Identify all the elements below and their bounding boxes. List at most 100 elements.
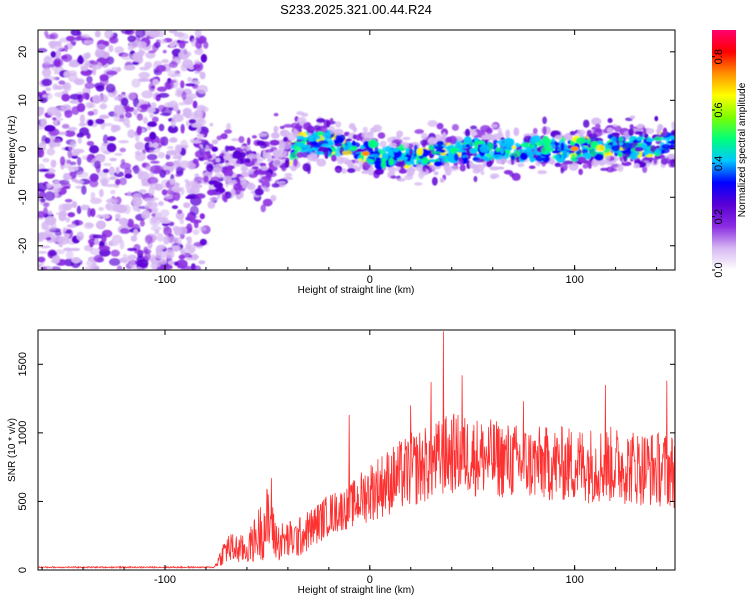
heatmap-cell bbox=[141, 210, 151, 220]
heatmap-cell bbox=[177, 226, 188, 235]
heatmap-cell bbox=[75, 185, 84, 189]
heatmap-cell bbox=[60, 104, 72, 111]
heatmap-cell bbox=[336, 156, 345, 165]
heatmap-cell bbox=[167, 79, 177, 84]
heatmap-cell bbox=[392, 166, 396, 174]
heatmap-cell bbox=[163, 226, 172, 236]
heatmap-cell bbox=[441, 156, 448, 163]
heatmap-cell bbox=[203, 41, 209, 49]
heatmap-ytick-label: 20 bbox=[17, 46, 29, 58]
heatmap-cell bbox=[209, 122, 214, 127]
heatmap-cell bbox=[89, 241, 94, 248]
heatmap-cell bbox=[180, 47, 188, 55]
snr-ytick-label: 1000 bbox=[17, 421, 29, 445]
heatmap-cell bbox=[577, 156, 587, 163]
heatmap-cell bbox=[514, 142, 520, 148]
heatmap-cell bbox=[156, 233, 164, 242]
heatmap-cell bbox=[180, 248, 185, 254]
heatmap-cell bbox=[41, 67, 52, 78]
heatmap-cell bbox=[127, 191, 132, 197]
heatmap-cell bbox=[542, 116, 547, 125]
heatmap-cell bbox=[177, 209, 183, 214]
heatmap-cell bbox=[215, 157, 221, 163]
heatmap-cell bbox=[612, 123, 618, 128]
heatmap-cell bbox=[119, 228, 129, 234]
heatmap-cell bbox=[479, 144, 490, 153]
heatmap-cell bbox=[474, 137, 480, 142]
heatmap-cell bbox=[114, 152, 123, 156]
heatmap-cell bbox=[308, 126, 316, 131]
heatmap-cell bbox=[89, 61, 99, 65]
heatmap-cell bbox=[561, 150, 570, 159]
heatmap-cell bbox=[67, 212, 76, 218]
heatmap-cell bbox=[123, 64, 136, 71]
heatmap-cell bbox=[296, 151, 304, 158]
heatmap-cell bbox=[277, 180, 286, 185]
heatmap-cell bbox=[284, 172, 293, 178]
heatmap-cell bbox=[511, 145, 517, 150]
heatmap-cell bbox=[392, 148, 400, 153]
heatmap-cell bbox=[335, 121, 342, 128]
heatmap-cell bbox=[149, 165, 161, 175]
heatmap-cell bbox=[240, 190, 244, 199]
heatmap-cell bbox=[62, 83, 70, 90]
heatmap-cell bbox=[554, 134, 563, 140]
heatmap-cell bbox=[85, 260, 96, 267]
heatmap-cell bbox=[118, 140, 130, 144]
heatmap-cell bbox=[38, 256, 46, 263]
heatmap-cell bbox=[397, 177, 406, 182]
heatmap-cell bbox=[611, 145, 620, 152]
heatmap-cell bbox=[92, 234, 104, 239]
heatmap-cell bbox=[102, 168, 110, 173]
heatmap-cell bbox=[65, 250, 74, 260]
heatmap-cell bbox=[95, 44, 107, 49]
heatmap-cell bbox=[99, 103, 108, 110]
heatmap-cell bbox=[45, 87, 52, 92]
heatmap-cell bbox=[265, 149, 274, 153]
heatmap-cell bbox=[607, 134, 613, 140]
heatmap-cell bbox=[105, 70, 118, 76]
heatmap-cell bbox=[50, 141, 57, 149]
heatmap-xtick-label: -100 bbox=[154, 274, 176, 286]
heatmap-cell bbox=[157, 151, 166, 159]
heatmap-cell bbox=[170, 245, 181, 252]
heatmap-cell bbox=[262, 150, 267, 160]
heatmap-cell bbox=[95, 220, 106, 230]
heatmap-cell bbox=[586, 138, 591, 145]
heatmap-cell bbox=[223, 168, 234, 178]
heatmap-cell bbox=[434, 145, 444, 150]
heatmap-cell bbox=[105, 83, 116, 93]
heatmap-cell bbox=[470, 125, 478, 130]
heatmap-cell bbox=[62, 175, 72, 180]
heatmap-cell bbox=[260, 204, 266, 213]
heatmap-cell bbox=[543, 143, 550, 150]
heatmap-cell bbox=[189, 205, 199, 216]
heatmap-cell bbox=[334, 143, 343, 147]
heatmap-cell bbox=[80, 66, 89, 72]
heatmap-cell bbox=[422, 166, 427, 172]
heatmap-cell bbox=[124, 167, 132, 176]
heatmap-cell bbox=[441, 132, 447, 141]
heatmap-cell bbox=[106, 136, 117, 142]
heatmap-cell bbox=[294, 124, 303, 130]
heatmap-cell bbox=[152, 142, 159, 149]
heatmap-cell bbox=[595, 123, 601, 130]
heatmap-cell bbox=[653, 156, 658, 165]
heatmap-cell bbox=[98, 207, 104, 212]
heatmap-cell bbox=[196, 84, 208, 94]
heatmap-cell bbox=[271, 183, 280, 188]
heatmap-cell bbox=[55, 50, 62, 58]
heatmap-cell bbox=[54, 235, 67, 243]
heatmap-cell bbox=[535, 160, 541, 167]
heatmap-cell bbox=[152, 197, 159, 201]
heatmap-cell bbox=[149, 131, 157, 140]
snr-ytick-label: 0 bbox=[17, 567, 29, 573]
heatmap-cell bbox=[68, 61, 80, 68]
heatmap-cell bbox=[575, 137, 586, 145]
heatmap-cell bbox=[168, 236, 179, 245]
heatmap-cell bbox=[254, 188, 264, 196]
heatmap-cell bbox=[270, 132, 280, 139]
heatmap-cell bbox=[629, 152, 638, 160]
heatmap-cell bbox=[101, 214, 110, 219]
